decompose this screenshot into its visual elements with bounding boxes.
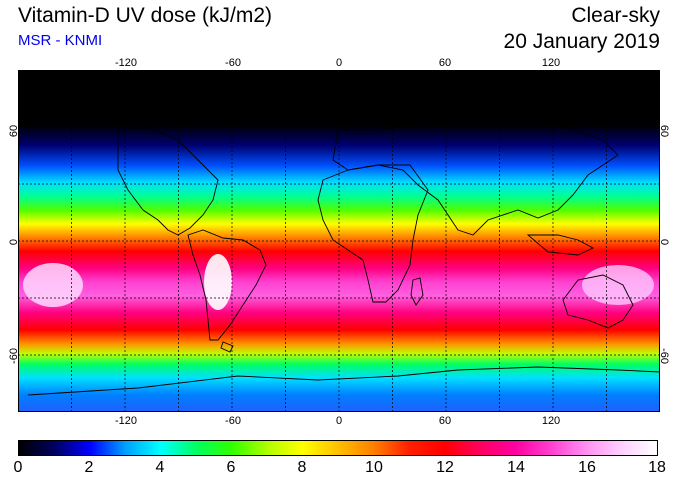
lon-tick-bottom: 120 — [541, 415, 561, 427]
lon-tick-bottom: 0 — [335, 415, 343, 427]
lon-tick-bottom: -120 — [114, 415, 138, 427]
colorbar-label: 16 — [578, 459, 596, 476]
peak-dose-patch — [582, 265, 654, 305]
map-border — [18, 70, 660, 412]
colorbar-label: 2 — [84, 459, 94, 476]
uv-dose-map — [18, 70, 660, 412]
lon-tick-top: 60 — [438, 57, 452, 69]
map-source: MSR - KNMI — [18, 32, 103, 49]
sky-condition: Clear-sky — [571, 4, 660, 27]
peak-dose-patch — [23, 263, 83, 307]
colorbar — [18, 440, 658, 456]
lon-tick-bottom: 60 — [438, 415, 452, 427]
lon-tick-top: -60 — [225, 57, 241, 69]
colorbar-label: 0 — [13, 459, 23, 476]
colorbar-label: 12 — [436, 459, 454, 476]
lon-tick-top: 120 — [541, 57, 561, 69]
colorbar-label: 6 — [226, 459, 236, 476]
lon-tick-top: 0 — [335, 57, 343, 69]
colorbar-scale — [19, 441, 657, 455]
colorbar-label: 4 — [155, 459, 165, 476]
colorbar-label: 8 — [297, 459, 307, 476]
graticule — [18, 70, 660, 412]
map-title: Vitamin-D UV dose (kJ/m2) — [18, 4, 273, 27]
map-date: 20 January 2019 — [503, 30, 660, 53]
colorbar-label: 18 — [648, 459, 666, 476]
lon-tick-top: -120 — [114, 57, 138, 69]
lon-tick-bottom: -60 — [225, 415, 241, 427]
coastlines — [27, 114, 660, 396]
colorbar-label: 10 — [365, 459, 383, 476]
colorbar-label: 14 — [507, 459, 525, 476]
peak-dose-patch — [204, 254, 232, 310]
